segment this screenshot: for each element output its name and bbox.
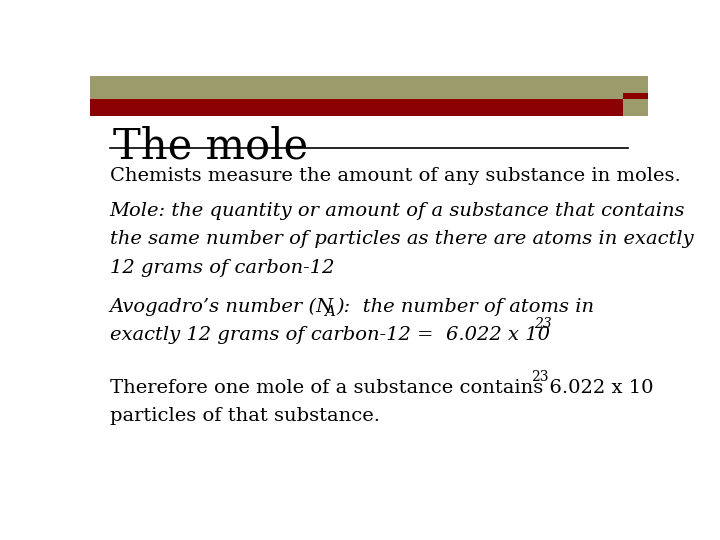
Text: A: A — [324, 305, 336, 319]
Text: 12 grams of carbon-12: 12 grams of carbon-12 — [109, 259, 334, 276]
Text: ):  the number of atoms in: ): the number of atoms in — [337, 298, 595, 316]
Text: particles of that substance.: particles of that substance. — [109, 407, 379, 425]
Bar — [90, 76, 648, 99]
Text: 23: 23 — [534, 317, 552, 331]
Bar — [624, 99, 648, 116]
Text: The mole: The mole — [114, 125, 309, 167]
Text: 23: 23 — [531, 369, 549, 383]
Text: Therefore one mole of a substance contains 6.022 x 10: Therefore one mole of a substance contai… — [109, 379, 653, 397]
Bar — [90, 99, 648, 116]
Text: Mole: the quantity or amount of a substance that contains: Mole: the quantity or amount of a substa… — [109, 202, 685, 220]
Bar — [624, 93, 648, 116]
Text: Chemists measure the amount of any substance in moles.: Chemists measure the amount of any subst… — [109, 167, 680, 185]
Text: exactly 12 grams of carbon-12 =  6.022 x 10: exactly 12 grams of carbon-12 = 6.022 x … — [109, 326, 549, 344]
Text: Avogadro’s number (N: Avogadro’s number (N — [109, 298, 334, 316]
Text: the same number of particles as there are atoms in exactly: the same number of particles as there ar… — [109, 230, 693, 248]
